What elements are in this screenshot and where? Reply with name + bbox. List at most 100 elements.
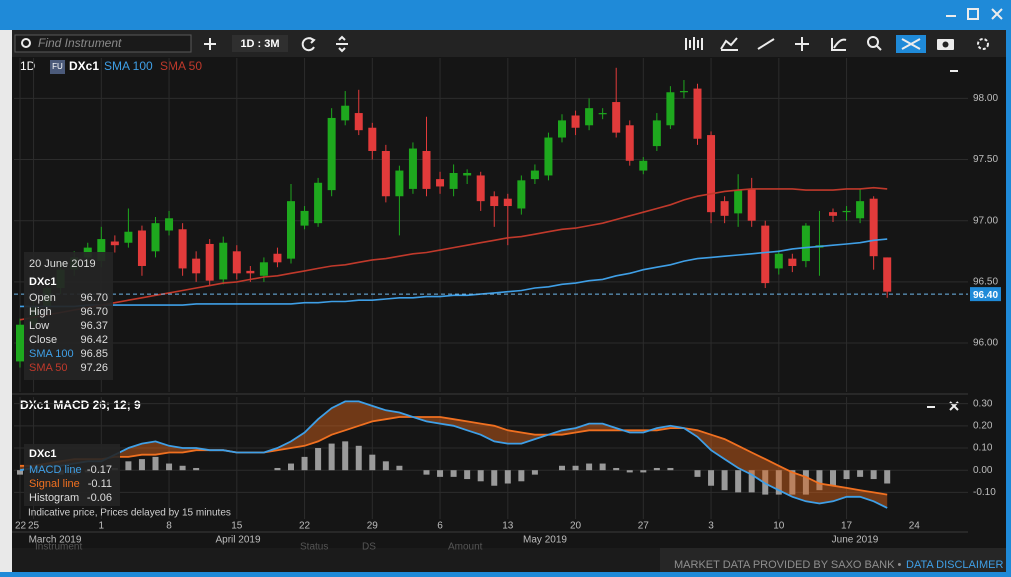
chart-type-button[interactable] bbox=[685, 37, 703, 50]
candle-body bbox=[612, 102, 621, 133]
x-tick-label: 6 bbox=[437, 521, 443, 532]
x-tick-label: 1 bbox=[99, 521, 105, 532]
candle-body bbox=[544, 137, 553, 176]
month-label: March 2019 bbox=[29, 535, 82, 546]
candle-body bbox=[178, 229, 187, 269]
histogram-bar bbox=[694, 470, 701, 477]
resize-button[interactable] bbox=[336, 35, 348, 53]
footer-bar bbox=[660, 548, 1006, 572]
candle-body bbox=[883, 257, 892, 292]
zoom-handle bbox=[876, 45, 882, 51]
histogram-bar bbox=[870, 470, 877, 480]
y-tick-label: 0.00 bbox=[973, 465, 993, 476]
candle-body bbox=[639, 160, 648, 171]
month-label: April 2019 bbox=[215, 535, 260, 546]
close-button[interactable] bbox=[991, 8, 1003, 20]
background-label: Status bbox=[300, 542, 328, 553]
histogram-bar bbox=[748, 470, 755, 493]
y-tick-label: 96.00 bbox=[973, 338, 998, 349]
macd-line bbox=[19, 400, 888, 509]
candle-body bbox=[314, 182, 323, 224]
candle-body bbox=[408, 148, 417, 189]
candle-body bbox=[463, 173, 472, 176]
indicators-button[interactable] bbox=[720, 37, 738, 51]
candle-body bbox=[476, 175, 485, 202]
histogram-bar bbox=[640, 470, 647, 473]
maximize-button[interactable] bbox=[967, 8, 979, 20]
histogram-bar bbox=[586, 463, 593, 471]
candle-body bbox=[287, 201, 295, 259]
candle-body bbox=[165, 218, 174, 231]
period-label: 1D : 3M bbox=[240, 38, 279, 50]
tooltip-box bbox=[24, 444, 120, 506]
tooltip-label: Histogram bbox=[29, 492, 79, 504]
candle-body bbox=[490, 196, 499, 207]
candle-body bbox=[381, 150, 390, 197]
histogram-bar bbox=[572, 465, 579, 471]
histogram-bar bbox=[884, 470, 891, 484]
x-tick-label: 27 bbox=[638, 521, 650, 532]
histogram-bar bbox=[382, 461, 389, 471]
left-strip bbox=[0, 30, 12, 572]
histogram-bar bbox=[396, 465, 403, 471]
notice: Indicative price, Prices delayed by 15 m… bbox=[28, 508, 231, 519]
histogram-bar bbox=[599, 463, 606, 471]
settings-button[interactable] bbox=[977, 38, 989, 50]
fit-icon bbox=[901, 38, 921, 50]
tooltip-value: -0.11 bbox=[88, 478, 112, 490]
interval: 1D bbox=[20, 59, 36, 73]
candle-body bbox=[232, 251, 241, 274]
candle-body bbox=[300, 210, 309, 226]
candle-body bbox=[341, 105, 350, 121]
candle-body bbox=[205, 243, 214, 281]
candle-body bbox=[747, 188, 756, 221]
y-tick-label: 96.50 bbox=[973, 277, 998, 288]
histogram-bar bbox=[315, 448, 322, 471]
candle-body bbox=[761, 225, 770, 284]
candle-body bbox=[666, 92, 675, 126]
candle-body bbox=[273, 253, 282, 263]
histogram-bar bbox=[721, 470, 728, 491]
add-button[interactable] bbox=[204, 38, 216, 50]
candle-body bbox=[598, 113, 607, 115]
histogram-bar bbox=[653, 467, 660, 471]
disclaimer-link[interactable]: DATA DISCLAIMER bbox=[906, 559, 1003, 571]
y-tick-label: 98.00 bbox=[973, 93, 998, 104]
fib-button[interactable] bbox=[831, 38, 847, 51]
tooltip-value: 96.70 bbox=[80, 306, 108, 318]
trendline-button[interactable] bbox=[757, 38, 775, 50]
histogram-bar bbox=[355, 445, 362, 471]
tooltip-value: 96.37 bbox=[80, 320, 108, 332]
tooltip-value: -0.17 bbox=[87, 464, 112, 476]
x-tick-label: 25 bbox=[28, 521, 40, 532]
tooltip-value: 96.42 bbox=[80, 334, 108, 346]
candle-body bbox=[354, 113, 363, 131]
macd-header: DXc1 MACD 26; 12; 9 bbox=[20, 398, 141, 412]
refresh-button[interactable] bbox=[301, 37, 316, 52]
histogram-bar bbox=[464, 470, 471, 480]
histogram-bar bbox=[830, 470, 836, 486]
y-tick-label: 0.30 bbox=[973, 398, 993, 409]
candle-body bbox=[652, 120, 661, 147]
histogram-bar bbox=[504, 470, 511, 484]
histogram-bar bbox=[328, 443, 335, 471]
histogram-bar bbox=[193, 467, 200, 471]
zoom-button[interactable] bbox=[867, 36, 879, 48]
crosshair-button[interactable] bbox=[795, 37, 809, 51]
x-tick-label: 22 bbox=[299, 521, 311, 532]
candle-body bbox=[571, 115, 580, 128]
histogram-bar bbox=[816, 470, 823, 491]
tooltip-instrument: DXc1 bbox=[29, 276, 57, 288]
search-box[interactable] bbox=[14, 34, 192, 53]
tooltip-label: SMA 100 bbox=[29, 348, 74, 360]
histogram-bar bbox=[667, 467, 674, 471]
candle-body bbox=[16, 324, 24, 362]
candle-body bbox=[124, 231, 133, 243]
histogram-bar bbox=[423, 470, 430, 475]
candle-body bbox=[219, 242, 228, 280]
period-button[interactable] bbox=[232, 35, 288, 52]
x-tick-label: 29 bbox=[367, 521, 379, 532]
histogram-bar bbox=[857, 470, 864, 477]
last-price-label: 96.40 bbox=[973, 290, 998, 301]
